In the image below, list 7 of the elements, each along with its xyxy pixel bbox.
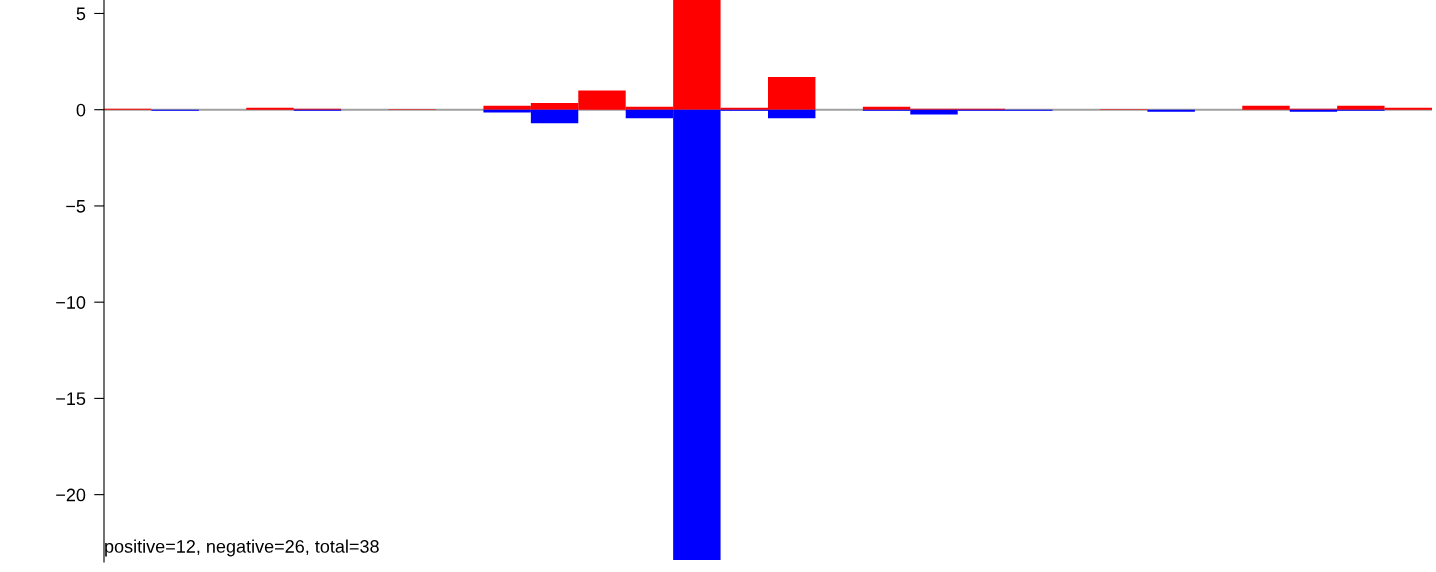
y-tick-label: 5 [76,7,86,21]
y-tick-label: −10 [56,296,86,309]
y-tick-label: −15 [56,392,86,406]
annotation: positive=12, negative=26, total=38 [105,539,379,557]
y-tick-label: −5 [66,200,86,213]
y-tick-label: −20 [56,488,86,502]
y-tick-label: 0 [76,103,86,117]
